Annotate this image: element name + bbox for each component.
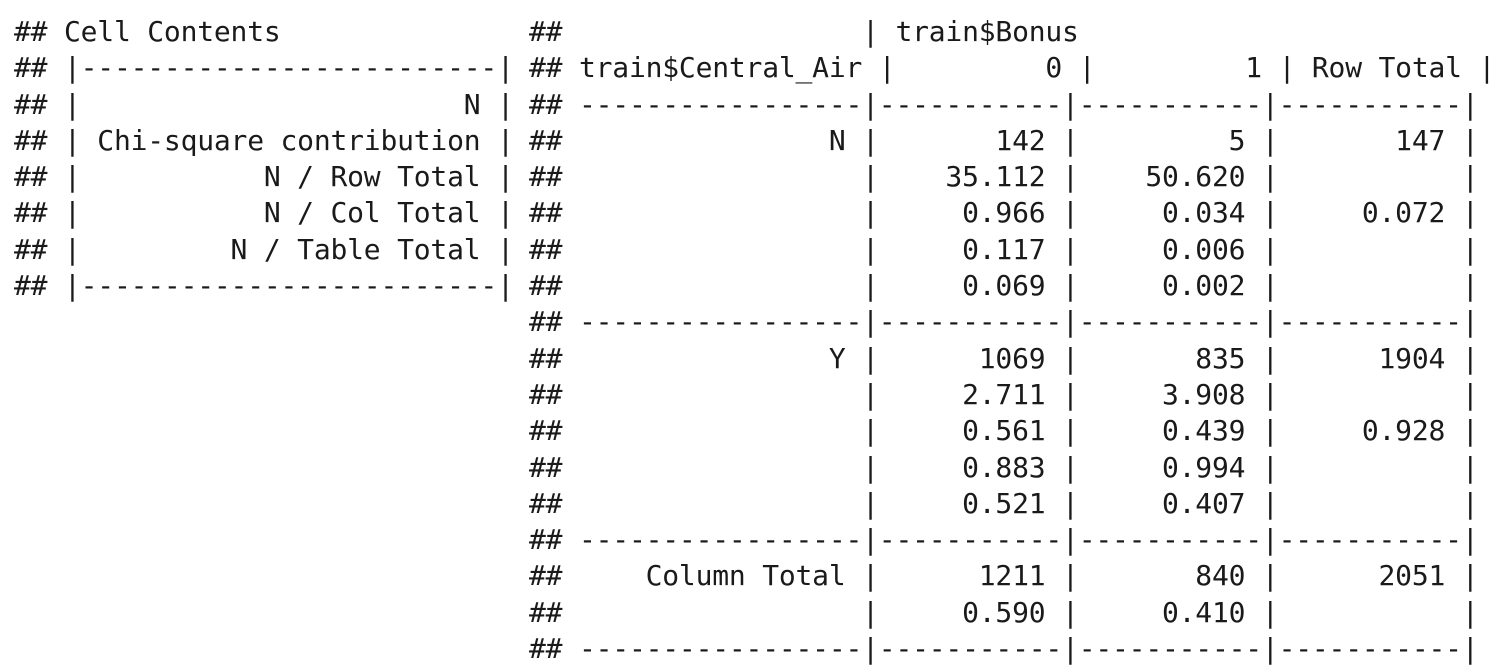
cell-contents-legend: ## Cell Contents ## |--------------------… <box>14 14 514 304</box>
table-row-n-row-proportion: ## | 0.966 | 0.034 | 0.072 | <box>529 196 1479 230</box>
table-row-y-table-proportion: ## | 0.521 | 0.407 | | <box>529 486 1479 520</box>
legend-line-table-total: ## | N / Table Total | <box>14 232 514 266</box>
table-separator: ## -----------------|-----------|-------… <box>529 523 1479 557</box>
crosstab-table: ## | train$Bonus ## train$Central_Air | 0… <box>529 14 1495 667</box>
table-title-line: ## | train$Bonus <box>529 15 1079 48</box>
table-row-n-chi-square: ## | 35.112 | 50.620 | | <box>529 160 1479 194</box>
table-column-total-proportion-row: ## | 0.590 | 0.410 | | <box>529 595 1479 629</box>
table-header-row: ## train$Central_Air | 0 | 1 | Row Total… <box>529 51 1496 85</box>
table-separator: ## -----------------|-----------|-------… <box>529 632 1479 666</box>
table-row-n-col-proportion: ## | 0.117 | 0.006 | | <box>529 232 1479 266</box>
table-row-n-table-proportion: ## | 0.069 | 0.002 | | <box>529 269 1479 303</box>
legend-line-n: ## | N | <box>14 87 514 121</box>
legend-line-row-total: ## | N / Row Total | <box>14 160 514 194</box>
legend-border-top: ## |-------------------------| <box>14 51 514 85</box>
table-row-y-col-proportion: ## | 0.883 | 0.994 | | <box>529 450 1479 484</box>
table-separator: ## -----------------|-----------|-------… <box>529 305 1479 339</box>
table-row-y-chi-square: ## | 2.711 | 3.908 | | <box>529 377 1479 411</box>
table-row-y-count: ## Y | 1069 | 835 | 1904 | <box>529 341 1479 375</box>
table-separator: ## -----------------|-----------|-------… <box>529 87 1479 121</box>
legend-border-bottom: ## |-------------------------| <box>14 269 514 303</box>
legend-title-line: ## Cell Contents <box>14 15 281 48</box>
table-row-n-count: ## N | 142 | 5 | 147 | <box>529 123 1479 157</box>
table-row-y-row-proportion: ## | 0.561 | 0.439 | 0.928 | <box>529 414 1479 448</box>
table-column-total-row: ## Column Total | 1211 | 840 | 2051 | <box>529 559 1479 593</box>
legend-line-col-total: ## | N / Col Total | <box>14 196 514 230</box>
legend-line-chi-square: ## | Chi-square contribution | <box>14 123 514 157</box>
